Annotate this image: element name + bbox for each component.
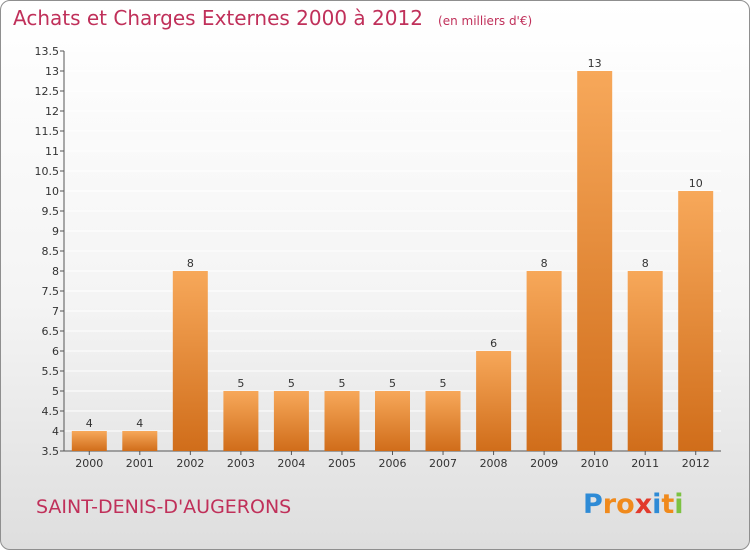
chart-title: Achats et Charges Externes 2000 à 2012 — [13, 6, 423, 30]
data-label: 5 — [237, 377, 244, 390]
logo-letter: i — [652, 489, 662, 520]
data-labels: 4 4 8 5 5 5 5 5 6 8 13 8 10 — [86, 57, 703, 430]
bar-2011 — [627, 271, 663, 451]
y-tick-label: 10 — [45, 185, 59, 198]
bar-2001 — [122, 431, 158, 451]
y-tick-label: 11.5 — [35, 125, 60, 138]
data-label: 5 — [288, 377, 295, 390]
proxiti-logo[interactable]: Proxiti — [583, 489, 684, 520]
logo-letter: o — [616, 489, 635, 520]
y-tick-label: 13 — [45, 65, 59, 78]
y-tick-label: 3.5 — [42, 445, 60, 458]
x-tick-label: 2005 — [328, 457, 356, 470]
x-tick-label: 2001 — [126, 457, 154, 470]
y-tick-label: 7 — [52, 305, 59, 318]
logo-letter: x — [634, 489, 653, 520]
x-tick-label: 2012 — [682, 457, 710, 470]
y-tick-label: 8 — [52, 265, 59, 278]
bar-2003 — [223, 391, 259, 451]
x-tick-label: 2010 — [581, 457, 609, 470]
bar-2004 — [273, 391, 309, 451]
bars — [71, 71, 714, 451]
y-tick-label: 12 — [45, 105, 59, 118]
y-tick-label: 6.5 — [42, 325, 60, 338]
y-tick-label: 9 — [52, 225, 59, 238]
bar-2002 — [172, 271, 208, 451]
bar-2010 — [577, 71, 613, 451]
x-tick-label: 2002 — [176, 457, 204, 470]
x-tick-label: 2003 — [227, 457, 255, 470]
bar-2012 — [678, 191, 714, 451]
data-label: 5 — [338, 377, 345, 390]
y-tick-label: 8.5 — [42, 245, 60, 258]
y-tick-label: 4 — [52, 425, 59, 438]
commune-name: SAINT-DENIS-D'AUGERONS — [36, 496, 292, 518]
y-tick-label: 12.5 — [35, 85, 60, 98]
y-tick-label: 11 — [45, 145, 59, 158]
x-tick-label: 2006 — [379, 457, 407, 470]
logo-letter: t — [661, 489, 675, 520]
x-tick-label: 2004 — [277, 457, 305, 470]
y-tick-label: 9.5 — [42, 205, 60, 218]
y-tick-label: 5 — [52, 385, 59, 398]
data-label: 13 — [588, 57, 602, 70]
y-tick-label: 6 — [52, 345, 59, 358]
logo-letter: P — [583, 489, 603, 520]
y-tick-label: 13.5 — [35, 45, 60, 58]
bar-2005 — [324, 391, 360, 451]
x-tick-label: 2000 — [75, 457, 103, 470]
data-label: 8 — [541, 257, 548, 270]
bar-2007 — [425, 391, 461, 451]
data-label: 5 — [440, 377, 447, 390]
y-tick-label: 4.5 — [42, 405, 60, 418]
data-label: 10 — [689, 177, 703, 190]
logo-letter: i — [674, 489, 684, 520]
data-label: 4 — [136, 417, 143, 430]
logo-letter: r — [602, 489, 617, 520]
bar-2008 — [476, 351, 512, 451]
y-tick-label: 7.5 — [42, 285, 60, 298]
x-tick-label: 2008 — [480, 457, 508, 470]
data-label: 5 — [389, 377, 396, 390]
bar-2009 — [526, 271, 562, 451]
bar-2000 — [71, 431, 107, 451]
data-label: 8 — [187, 257, 194, 270]
y-tick-label: 5.5 — [42, 365, 60, 378]
title-row: Achats et Charges Externes 2000 à 2012 (… — [13, 6, 532, 30]
y-tick-label: 10.5 — [35, 165, 60, 178]
x-tick-label: 2011 — [631, 457, 659, 470]
data-label: 4 — [86, 417, 93, 430]
axes: 3.5 4 4.5 5 5.5 6 6.5 7 7.5 8 8.5 9 9.5 10 10.5 11 11.5 1… — [35, 45, 721, 470]
chart-unit-note: (en milliers d'€) — [438, 14, 533, 28]
x-tick-label: 2009 — [530, 457, 558, 470]
x-tick-label: 2007 — [429, 457, 457, 470]
data-label: 6 — [490, 337, 497, 350]
bar-2006 — [375, 391, 410, 451]
data-label: 8 — [642, 257, 649, 270]
